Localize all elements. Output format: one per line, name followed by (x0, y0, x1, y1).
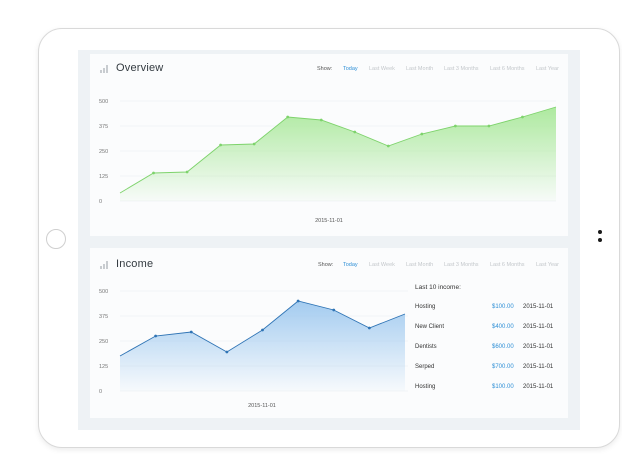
data-point (386, 144, 390, 148)
data-point (189, 330, 193, 334)
y-tick-label: 375 (99, 124, 108, 130)
overview-title: Overview (116, 62, 164, 74)
income-filter-today[interactable]: Today (343, 262, 358, 268)
data-point (252, 142, 256, 146)
y-tick-label: 500 (99, 99, 108, 105)
income-row[interactable]: Dentists $600.00 2015-11-01 (415, 344, 565, 354)
income-filter-last-week[interactable]: Last Week (369, 262, 395, 268)
income-row-amount[interactable]: $700.00 (492, 364, 514, 370)
overview-filter-today[interactable]: Today (343, 66, 358, 72)
income-row-date: 2015-11-01 (523, 344, 554, 350)
overview-panel: Overview Show: Today Last Week Last Mont… (90, 54, 568, 236)
bar-chart-icon (100, 261, 110, 269)
income-filter-last-3-months[interactable]: Last 3 Months (444, 262, 479, 268)
overview-header: Overview Show: Today Last Week Last Mont… (90, 54, 568, 84)
data-point (261, 328, 264, 332)
overview-chart: 0 125 250 375 500 2015-11-01 (99, 99, 557, 224)
x-axis-date-label: 2015-11-01 (315, 218, 343, 224)
data-point (225, 350, 229, 354)
income-list-heading: Last 10 income: (415, 284, 461, 291)
income-show-label: Show: (318, 262, 334, 268)
income-panel: Income Show: Today Last Week Last Month … (90, 248, 568, 418)
income-chart: 0 125 250 375 500 2015-11-01 (99, 289, 408, 409)
income-header: Income Show: Today Last Week Last Month … (90, 248, 568, 278)
data-point (487, 124, 491, 128)
y-tick-label: 375 (99, 314, 108, 320)
data-point (152, 171, 155, 175)
camera-dot (598, 230, 602, 234)
data-point (353, 130, 357, 134)
data-point (367, 326, 371, 330)
y-tick-label: 125 (99, 174, 108, 180)
bar-chart-icon (100, 65, 110, 73)
data-point (286, 115, 290, 119)
series-line (119, 106, 557, 194)
overview-filter-last-6-months[interactable]: Last 6 Months (490, 66, 525, 72)
data-point (332, 308, 336, 312)
income-row-amount[interactable]: $600.00 (492, 344, 514, 350)
y-tick-label: 125 (99, 364, 108, 370)
income-row-name: Hosting (415, 304, 436, 310)
income-row[interactable]: New Client $400.00 2015-11-01 (415, 324, 565, 334)
data-point (319, 118, 323, 122)
income-title: Income (116, 258, 154, 270)
y-tick-label: 250 (99, 149, 108, 155)
overview-filter-last-week[interactable]: Last Week (369, 66, 395, 72)
income-row[interactable]: Hosting $100.00 2015-11-01 (415, 384, 565, 394)
dashboard-screen: Overview Show: Today Last Week Last Mont… (78, 50, 580, 430)
x-axis-date-label: 2015-11-01 (248, 403, 276, 409)
income-row-name: Serped (415, 364, 435, 370)
overview-filter-last-year[interactable]: Last Year (536, 66, 559, 72)
y-tick-label: 0 (99, 199, 102, 205)
income-filter-last-6-months[interactable]: Last 6 Months (490, 262, 525, 268)
income-row-amount[interactable]: $100.00 (492, 304, 514, 310)
income-row[interactable]: Hosting $100.00 2015-11-01 (415, 304, 565, 314)
data-point (453, 124, 457, 128)
home-button[interactable] (46, 229, 66, 249)
income-row-name: Dentists (415, 344, 437, 350)
y-tick-label: 500 (99, 289, 108, 295)
data-point (521, 115, 524, 119)
overview-filter-last-3-months[interactable]: Last 3 Months (444, 66, 479, 72)
y-tick-label: 250 (99, 339, 108, 345)
area-fill (120, 301, 405, 391)
data-point (420, 132, 424, 136)
income-filter-last-year[interactable]: Last Year (536, 262, 559, 268)
data-point (219, 143, 223, 147)
overview-show-label: Show: (317, 66, 333, 72)
income-row[interactable]: Serped $700.00 2015-11-01 (415, 364, 565, 374)
sensor-dot (598, 238, 602, 242)
income-row-date: 2015-11-01 (523, 364, 554, 370)
overview-filter-last-month[interactable]: Last Month (406, 66, 434, 72)
income-filter-last-month[interactable]: Last Month (406, 262, 434, 268)
income-row-amount[interactable]: $400.00 (492, 324, 514, 330)
income-row-date: 2015-11-01 (523, 384, 554, 390)
area-fill (120, 107, 556, 201)
income-row-name: New Client (415, 324, 445, 330)
income-row-date: 2015-11-01 (523, 324, 554, 330)
income-row-name: Hosting (415, 384, 436, 390)
data-point (296, 299, 300, 303)
income-row-amount[interactable]: $100.00 (492, 384, 514, 390)
income-row-date: 2015-11-01 (523, 304, 554, 310)
data-point (185, 170, 189, 174)
y-tick-label: 0 (99, 389, 102, 395)
data-point (154, 334, 158, 338)
